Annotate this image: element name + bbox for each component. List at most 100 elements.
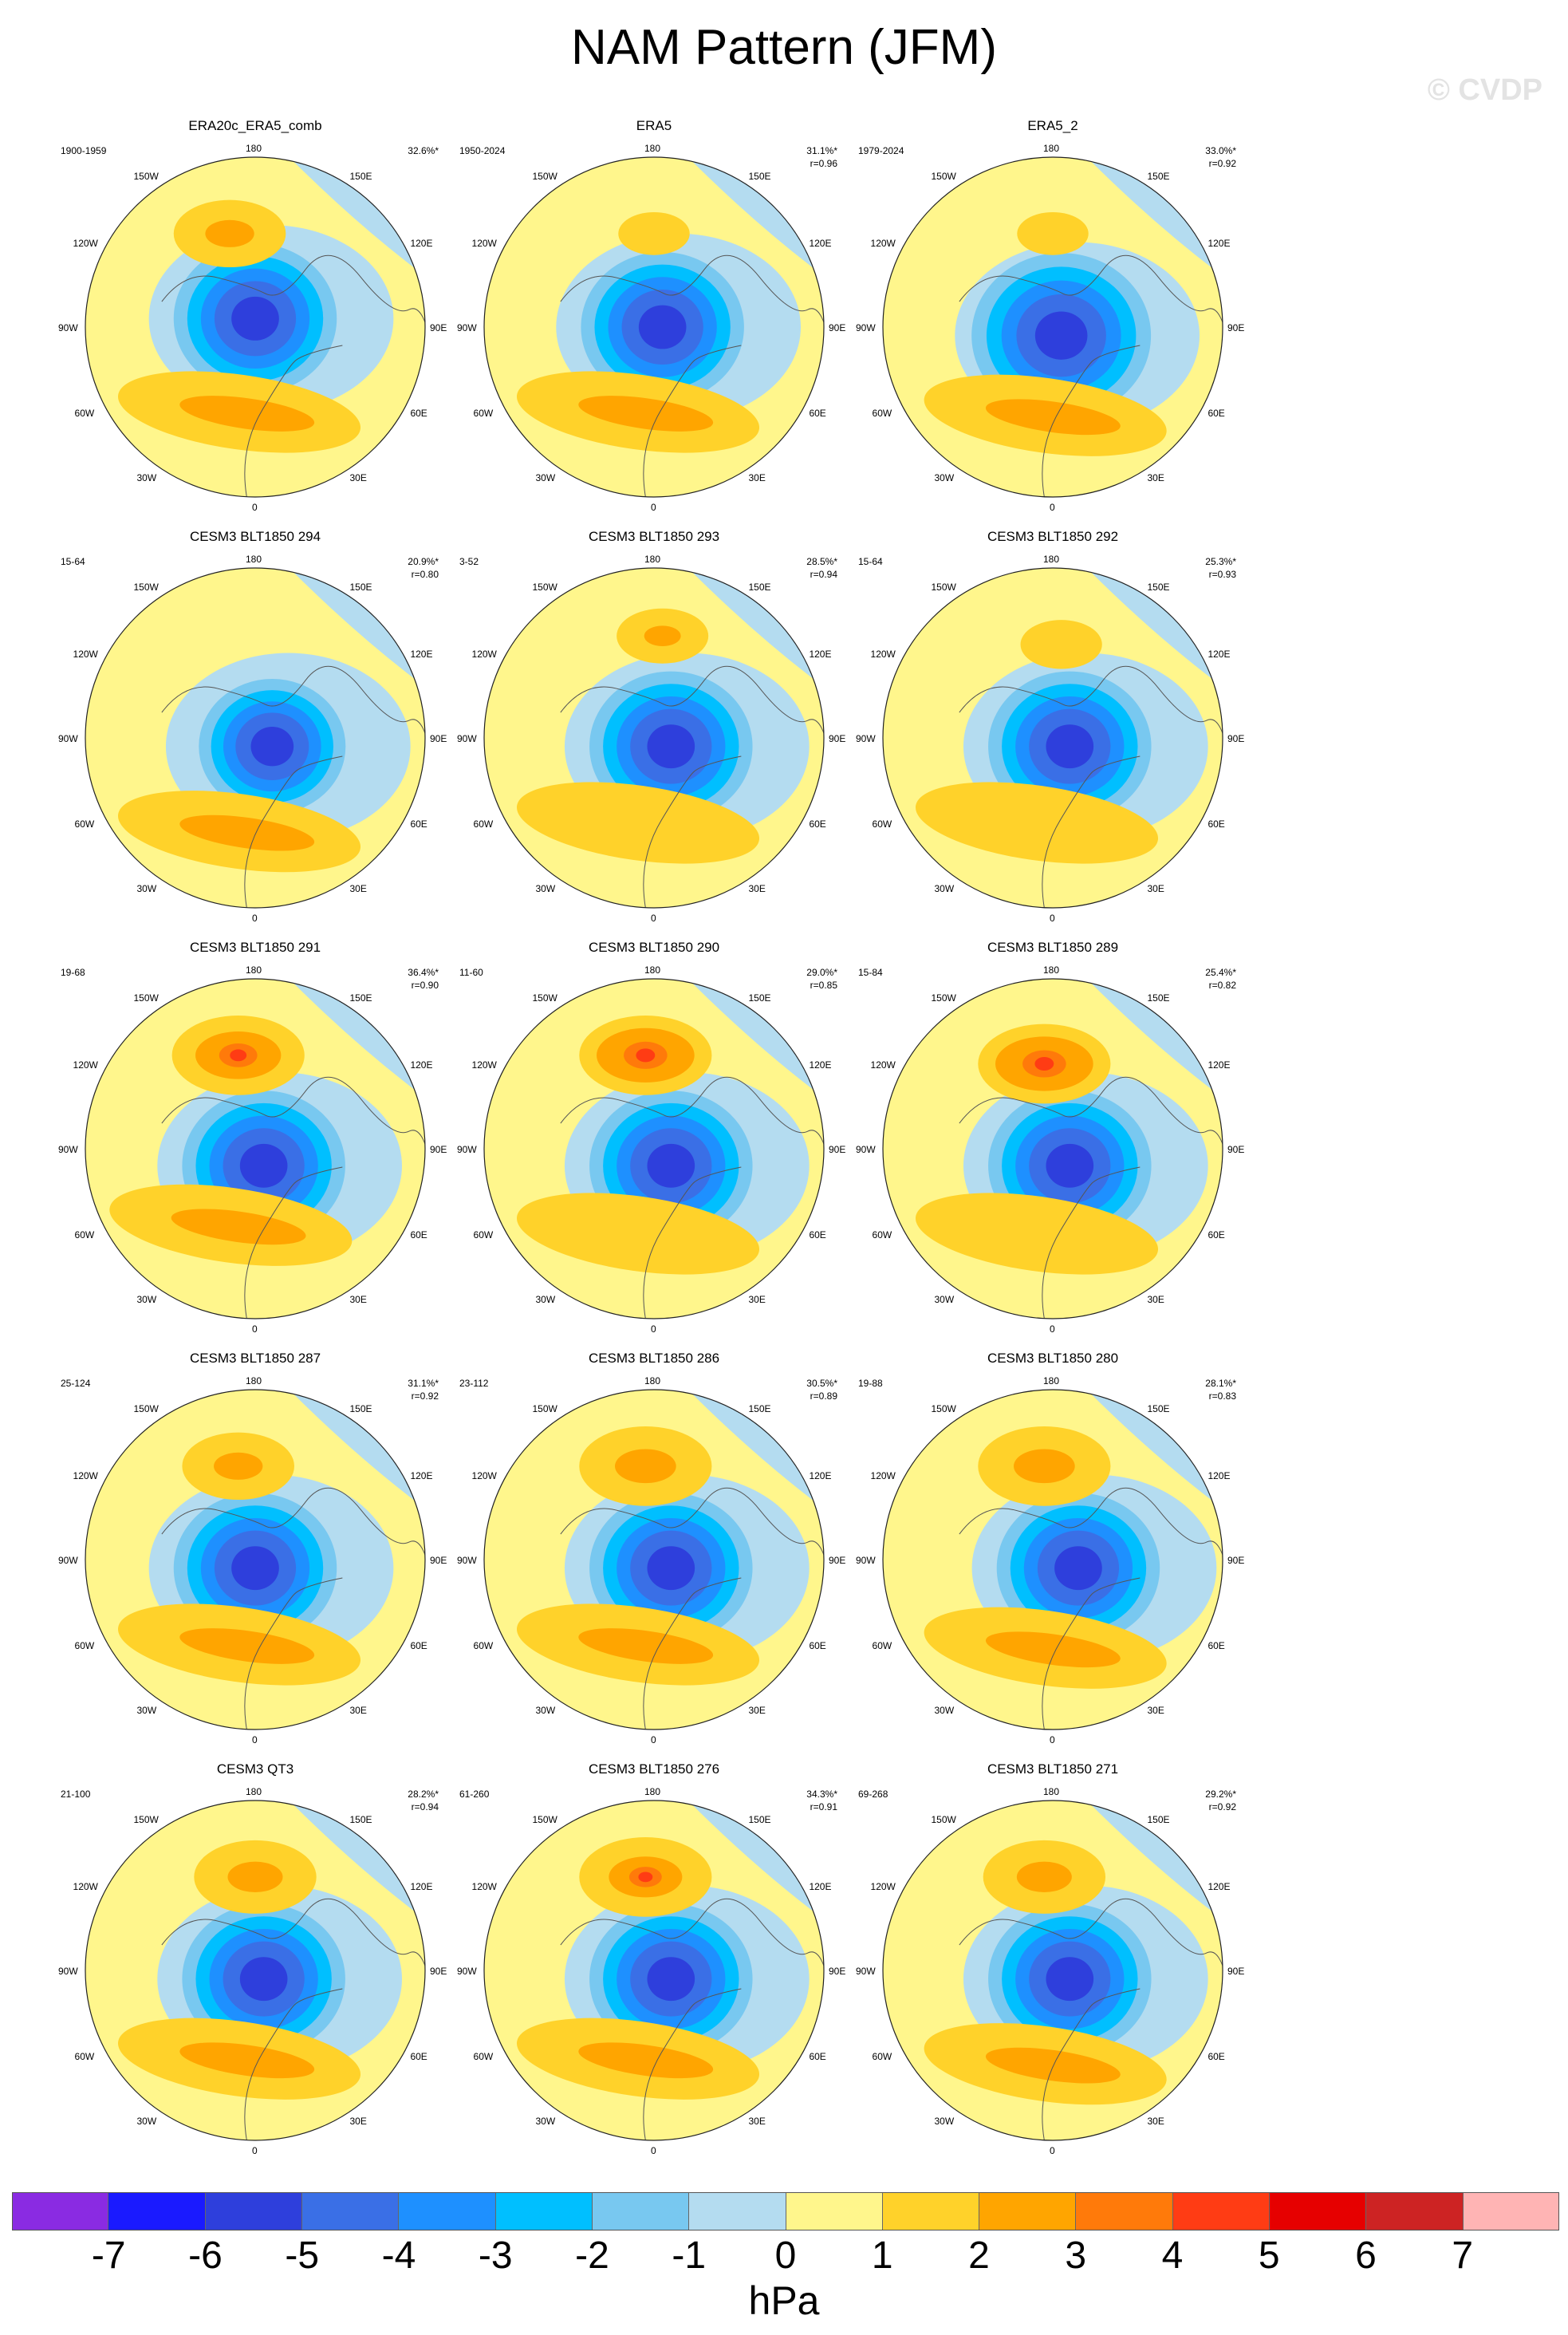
longitude-label: 30E — [1147, 1705, 1164, 1717]
coastline — [560, 1487, 824, 1591]
longitude-label: 60E — [1208, 1639, 1225, 1651]
longitude-label: 180 — [644, 964, 661, 976]
longitude-label: 60E — [410, 407, 427, 419]
map-border — [882, 156, 1223, 498]
longitude-label: 90W — [457, 322, 477, 333]
longitude-label: 60W — [872, 407, 892, 419]
negative-anomaly-contour — [647, 1143, 695, 1188]
coastline — [643, 1166, 742, 1319]
longitude-label: 150E — [1147, 992, 1170, 1004]
longitude-label: 90W — [457, 1144, 477, 1155]
map-border — [85, 978, 426, 1319]
longitude-label: 30W — [934, 883, 955, 895]
polar-map — [85, 1389, 426, 1730]
panel-years: 25-124 — [61, 1378, 91, 1389]
longitude-label: 150E — [1147, 1402, 1170, 1414]
longitude-label: 60E — [410, 1229, 427, 1240]
positive-anomaly-contour — [205, 219, 254, 247]
longitude-label: 60W — [872, 1639, 892, 1651]
coastline — [560, 665, 824, 769]
longitude-label: 30W — [535, 2116, 556, 2128]
coastline — [560, 1898, 824, 2002]
negative-anomaly-contour — [1034, 311, 1088, 360]
longitude-label: 60W — [872, 2050, 892, 2062]
negative-anomaly-contour — [647, 1957, 695, 2002]
panel-years: 15-84 — [858, 967, 883, 978]
polar-map — [882, 1800, 1223, 2141]
panel-pattern-correlation: r=0.90 — [411, 980, 439, 991]
longitude-label: 120W — [471, 1469, 497, 1481]
coastline — [643, 1988, 742, 2140]
coastline — [959, 665, 1223, 769]
colorbar-tick-label: 5 — [1258, 2234, 1280, 2277]
colorbar-tick-label: 1 — [871, 2234, 893, 2277]
longitude-label: 150E — [1147, 581, 1170, 593]
longitude-label: 90E — [1227, 733, 1245, 744]
map-border — [85, 567, 426, 909]
longitude-label: 90E — [829, 1966, 846, 1977]
longitude-label: 150W — [133, 170, 159, 182]
coastline — [959, 1898, 1223, 2002]
panel-title: CESM3 BLT1850 287 — [189, 1351, 321, 1366]
negative-anomaly-contour — [250, 726, 294, 767]
longitude-label: 120W — [870, 1880, 896, 1892]
colorbar-swatch — [979, 2192, 1077, 2230]
panel-title: ERA5 — [636, 118, 672, 133]
longitude-label: 120E — [410, 648, 433, 660]
longitude-label: 120W — [870, 648, 896, 660]
colorbar-swatch — [1366, 2192, 1464, 2230]
map-border — [483, 1389, 825, 1730]
panel-variance-explained: 31.1%* — [806, 145, 837, 156]
longitude-label: 150W — [931, 992, 956, 1004]
panel-years: 19-68 — [61, 967, 85, 978]
colorbar-swatch — [1172, 2192, 1271, 2230]
positive-anomaly-contour — [638, 1872, 653, 1883]
polar-map — [882, 1389, 1223, 1730]
longitude-label: 150W — [931, 170, 956, 182]
negative-anomaly-contour — [1046, 1957, 1094, 2002]
longitude-label: 30W — [136, 1705, 157, 1717]
map-border — [483, 1800, 825, 2141]
panel-variance-explained: 34.3%* — [806, 1789, 837, 1800]
longitude-label: 60W — [473, 1639, 494, 1651]
longitude-label: 30E — [349, 472, 367, 484]
longitude-label: 150W — [931, 581, 956, 593]
longitude-label: 90E — [1227, 1966, 1245, 1977]
longitude-label: 0 — [651, 2145, 656, 2156]
positive-anomaly-contour — [1020, 620, 1102, 669]
coastline — [244, 1577, 343, 1730]
longitude-label: 90W — [856, 1966, 876, 1977]
panel-years: 1950-2024 — [459, 145, 506, 156]
longitude-label: 60W — [473, 407, 494, 419]
longitude-label: 180 — [644, 1375, 661, 1386]
longitude-label: 60E — [1208, 818, 1225, 830]
negative-anomaly-contour — [231, 296, 279, 341]
panel-years: 61-260 — [459, 1789, 490, 1800]
positive-anomaly-contour — [179, 1628, 315, 1664]
positive-anomaly-contour — [1017, 212, 1089, 255]
panel-pattern-correlation: r=0.94 — [810, 569, 837, 580]
panel-pattern-correlation: r=0.82 — [1208, 980, 1236, 991]
coastline — [1042, 1577, 1141, 1730]
longitude-label: 90W — [856, 1144, 876, 1155]
figure-title: NAM Pattern (JFM) — [571, 20, 997, 75]
longitude-label: 150W — [931, 1813, 956, 1825]
longitude-label: 180 — [1043, 143, 1060, 154]
longitude-label: 30E — [1147, 472, 1164, 484]
longitude-label: 150W — [133, 1402, 159, 1414]
panel-pattern-correlation: r=0.92 — [1208, 158, 1236, 169]
colorbar-swatch — [1463, 2192, 1559, 2230]
coastline — [1042, 345, 1141, 497]
longitude-label: 120W — [870, 1059, 896, 1071]
map-panel: CESM3 BLT1850 291 19-68 36.4%* r=0.90 180 150… — [48, 933, 463, 1340]
longitude-label: 30E — [748, 472, 766, 484]
coastline — [161, 1898, 425, 2002]
panel-pattern-correlation: r=0.91 — [810, 1801, 837, 1812]
positive-anomaly-contour — [915, 782, 1159, 864]
colorbar-swatch — [882, 2192, 980, 2230]
longitude-label: 180 — [246, 1786, 262, 1797]
map-border — [483, 156, 825, 498]
longitude-label: 120E — [410, 1880, 433, 1892]
longitude-label: 60E — [1208, 407, 1225, 419]
polar-map — [882, 156, 1223, 498]
